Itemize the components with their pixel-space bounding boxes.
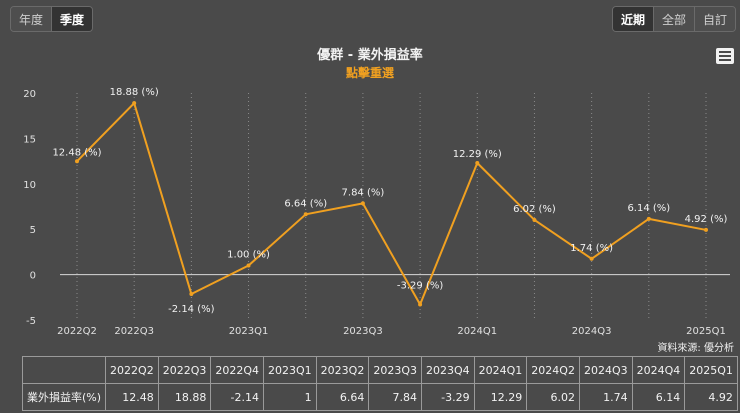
- table-header-cell: 2025Q1: [684, 356, 738, 384]
- custom-button[interactable]: 自訂: [694, 7, 735, 31]
- table-cell: -3.29: [420, 383, 475, 411]
- table-cell: 18.88: [157, 383, 212, 411]
- x-tick-label: 2023Q1: [229, 326, 269, 337]
- table-header-row: 2022Q2 2022Q3 2022Q4 2023Q1 2023Q2 2023Q3 2023…: [21, 356, 738, 384]
- data-label: -3.29 (%): [397, 280, 443, 291]
- table-row: 業外損益率(%) 12.48 18.88 -2.14 1 6.64 7.84 -3.29 12.…: [21, 383, 738, 411]
- series-line: [76, 102, 707, 306]
- data-point[interactable]: [189, 292, 194, 297]
- quarterly-button[interactable]: 季度: [52, 7, 93, 31]
- table-row-label: 業外損益率(%): [21, 383, 107, 411]
- data-label: 12.48 (%): [52, 147, 101, 158]
- data-label: 1.74 (%): [570, 243, 613, 254]
- y-tick-label: 15: [23, 134, 36, 145]
- data-source-note: 資料來源: 優分析: [657, 343, 734, 354]
- data-point[interactable]: [532, 217, 537, 222]
- hamburger-menu-icon[interactable]: [716, 48, 734, 64]
- data-point[interactable]: [475, 161, 480, 166]
- table-header-cell: 2023Q3: [368, 356, 422, 384]
- table-header-cell: 2024Q2: [526, 356, 580, 384]
- data-point[interactable]: [246, 263, 251, 268]
- y-tick-label: -5: [26, 316, 36, 327]
- table-cell: 1.74: [578, 383, 633, 411]
- table-header-cell: 2023Q4: [420, 356, 475, 384]
- data-point[interactable]: [646, 216, 651, 221]
- table-cell: 4.92: [684, 383, 738, 411]
- data-point[interactable]: [418, 302, 423, 307]
- y-tick-label: 20: [23, 89, 36, 100]
- x-tick-label: 2023Q3: [343, 326, 383, 337]
- data-point[interactable]: [589, 256, 594, 261]
- table-header-cell: 2023Q2: [315, 356, 370, 384]
- table-header-cell: 2023Q1: [263, 356, 317, 384]
- x-tick-label: 2022Q2: [57, 326, 97, 337]
- data-point[interactable]: [132, 101, 137, 106]
- y-tick-label: 0: [30, 271, 36, 282]
- table-cell: 7.84: [368, 383, 422, 411]
- data-label: 6.14 (%): [627, 203, 670, 214]
- table-header-cell: 2022Q4: [210, 356, 265, 384]
- x-tick-label: 2024Q3: [572, 326, 612, 337]
- x-tick-label: 2025Q1: [686, 326, 726, 337]
- y-tick-label: 5: [30, 225, 36, 236]
- data-point[interactable]: [360, 201, 365, 206]
- range-toggle: 近期 全部 自訂: [611, 6, 736, 32]
- x-tick-label: 2024Q1: [457, 326, 497, 337]
- table-cell: 12.48: [105, 383, 159, 411]
- period-toggle: 年度 季度: [10, 6, 94, 32]
- table-cell: 1: [263, 383, 317, 411]
- data-label: 7.84 (%): [342, 187, 385, 198]
- table-cell: -2.14: [210, 383, 265, 411]
- table-header-cell: 2024Q3: [578, 356, 633, 384]
- table-corner-cell: [21, 356, 107, 384]
- chart-title: 優群 - 業外損益率: [317, 48, 423, 63]
- yearly-button[interactable]: 年度: [11, 7, 53, 31]
- data-label: 18.88 (%): [110, 87, 159, 98]
- table-cell: 6.64: [315, 383, 370, 411]
- y-tick-label: 10: [23, 180, 36, 191]
- table-header-cell: 2022Q3: [157, 356, 212, 384]
- line-chart: -5 0 5 10 15 20 2022Q2 2022Q3 2023Q1 2023Q3 2024Q1…: [23, 87, 730, 337]
- data-label: 6.02 (%): [513, 204, 556, 215]
- data-label: 12.29 (%): [453, 149, 502, 160]
- all-button[interactable]: 全部: [653, 7, 695, 31]
- recent-button[interactable]: 近期: [612, 7, 654, 31]
- data-point[interactable]: [303, 212, 308, 217]
- data-label: 1.00 (%): [227, 250, 270, 261]
- table-cell: 6.14: [631, 383, 686, 411]
- data-label: 6.64 (%): [284, 198, 327, 209]
- data-point[interactable]: [75, 159, 79, 164]
- table-header-cell: 2024Q1: [473, 356, 528, 384]
- table-header-cell: 2024Q4: [631, 356, 686, 384]
- table-cell: 12.29: [473, 383, 528, 411]
- data-point[interactable]: [704, 227, 708, 232]
- chart-subtitle-reselect[interactable]: 點擊重選: [345, 66, 394, 80]
- table-cell: 6.02: [526, 383, 580, 411]
- table-header-cell: 2022Q2: [105, 356, 159, 384]
- data-label: -2.14 (%): [168, 304, 214, 315]
- x-tick-label: 2022Q3: [114, 326, 154, 337]
- data-label: 4.92 (%): [685, 214, 728, 225]
- data-table: 2022Q2 2022Q3 2022Q4 2023Q1 2023Q2 2023Q3 2023…: [21, 356, 738, 411]
